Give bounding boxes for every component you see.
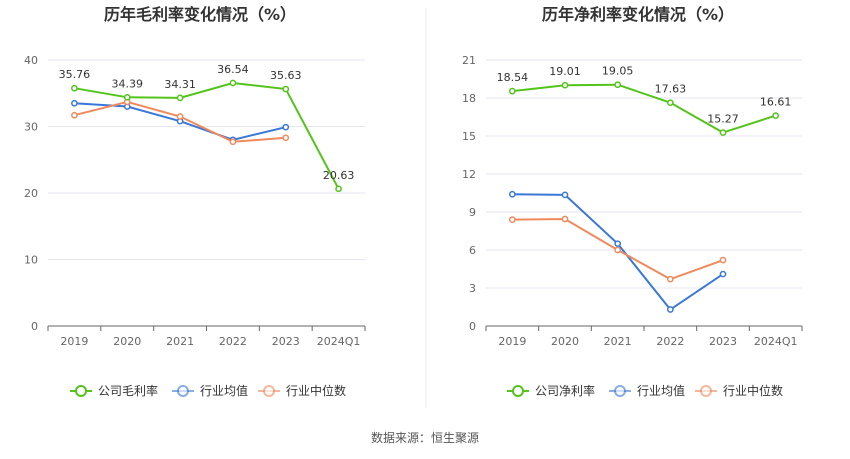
series-1: 18.54 19.01 19.05 17.63 15.27 16.61 [497, 65, 792, 136]
data-point [666, 306, 674, 313]
data-point [71, 84, 78, 92]
legend-label: 公司净利率 [535, 383, 595, 398]
legend-swatch-marker [614, 385, 626, 397]
data-point [614, 240, 622, 248]
data-label: 19.05 [602, 65, 634, 78]
data-label: 17.63 [655, 83, 687, 96]
legend-item: 行业均值 [609, 383, 685, 398]
data-point [508, 190, 516, 198]
y-tick-label: 30 [24, 121, 38, 134]
x-tick-label: 2022 [219, 335, 247, 348]
data-point [71, 111, 78, 119]
data-point [176, 113, 184, 120]
data-point [282, 134, 290, 142]
data-point [335, 185, 342, 193]
y-tick-label: 12 [462, 168, 476, 181]
data-point [282, 123, 290, 131]
data-point [772, 112, 780, 119]
x-tick-label: 2019 [60, 335, 88, 348]
data-point [282, 85, 290, 93]
y-tick-label: 40 [24, 54, 38, 67]
data-label: 35.76 [59, 68, 91, 81]
legend-label: 行业中位数 [286, 383, 346, 398]
data-label: 19.01 [549, 65, 581, 78]
data-label: 20.63 [323, 169, 355, 182]
data-point [176, 94, 184, 102]
chart-title: 历年毛利率变化情况（%） [104, 5, 296, 24]
legend-item: 公司净利率 [507, 383, 595, 398]
legend-item: 公司毛利率 [70, 383, 158, 398]
data-label: 16.61 [760, 96, 792, 109]
chart-title: 历年净利率变化情况（%） [542, 5, 734, 24]
legend-swatch-marker [512, 385, 524, 397]
series-3 [71, 98, 290, 146]
legend-swatch-marker [75, 385, 87, 397]
data-source-note: 数据来源：恒生聚源 [370, 431, 479, 445]
legend-label: 行业均值 [637, 383, 685, 398]
data-point [666, 275, 674, 283]
chart-panel-2: 历年净利率变化情况（%） 0 3 6 9 12 15 18 21 2019 2020 2021 2022… [462, 5, 803, 398]
series-line [74, 81, 340, 190]
y-tick-label: 20 [24, 187, 38, 200]
x-tick-label: 2019 [498, 335, 526, 348]
data-label: 36.54 [217, 63, 249, 76]
y-tick-label: 10 [24, 254, 38, 267]
legend-item: 行业中位数 [695, 383, 783, 398]
series-line [512, 83, 776, 134]
data-label: 35.63 [270, 69, 302, 82]
legend-label: 行业均值 [200, 383, 248, 398]
y-tick-label: 0 [469, 320, 476, 333]
x-tick-label: 2024Q1 [317, 335, 361, 348]
x-tick-label: 2020 [113, 335, 141, 348]
legend-swatch-marker [263, 385, 275, 397]
legend-label: 行业中位数 [723, 383, 783, 398]
x-tick-label: 2023 [272, 335, 300, 348]
data-point [614, 246, 622, 254]
legend-label: 公司毛利率 [98, 383, 158, 398]
data-point [508, 216, 516, 223]
y-tick-label: 21 [462, 54, 476, 67]
data-point [719, 129, 727, 136]
y-tick-label: 3 [469, 282, 476, 295]
x-tick-label: 2024Q1 [754, 335, 798, 348]
data-point [71, 99, 78, 107]
data-point [719, 270, 727, 278]
data-point [561, 215, 569, 223]
data-point [719, 256, 727, 264]
series-1: 35.76 34.39 34.31 36.54 35.63 20.63 [59, 63, 355, 193]
y-tick-label: 18 [462, 92, 476, 105]
data-label: 15.27 [707, 113, 739, 126]
legend-swatch-marker [177, 385, 189, 397]
chart-panel-1: 历年毛利率变化情况（%） 0 10 20 30 40 2019 2020 2021 2022 202… [24, 5, 366, 398]
data-label: 34.39 [112, 77, 144, 90]
legend-swatch-marker [700, 385, 712, 397]
data-point [229, 79, 237, 87]
x-tick-label: 2021 [604, 335, 632, 348]
x-tick-label: 2023 [709, 335, 737, 348]
x-tick-label: 2021 [166, 335, 194, 348]
data-point [666, 99, 674, 107]
data-label: 34.31 [164, 78, 196, 91]
data-point [229, 138, 237, 146]
y-tick-label: 9 [469, 206, 476, 219]
series-2 [508, 190, 727, 313]
data-point [561, 191, 569, 199]
legend-item: 行业中位数 [258, 383, 346, 398]
data-point [123, 93, 131, 101]
series-3 [508, 215, 727, 283]
x-tick-label: 2022 [656, 335, 684, 348]
y-tick-label: 0 [31, 320, 38, 333]
data-label: 18.54 [497, 71, 529, 84]
legend-item: 行业均值 [172, 383, 248, 398]
data-point [614, 81, 622, 89]
y-tick-label: 15 [462, 130, 476, 143]
x-tick-label: 2020 [551, 335, 579, 348]
y-tick-label: 6 [469, 244, 476, 257]
data-point [508, 87, 516, 95]
data-point [561, 81, 569, 89]
